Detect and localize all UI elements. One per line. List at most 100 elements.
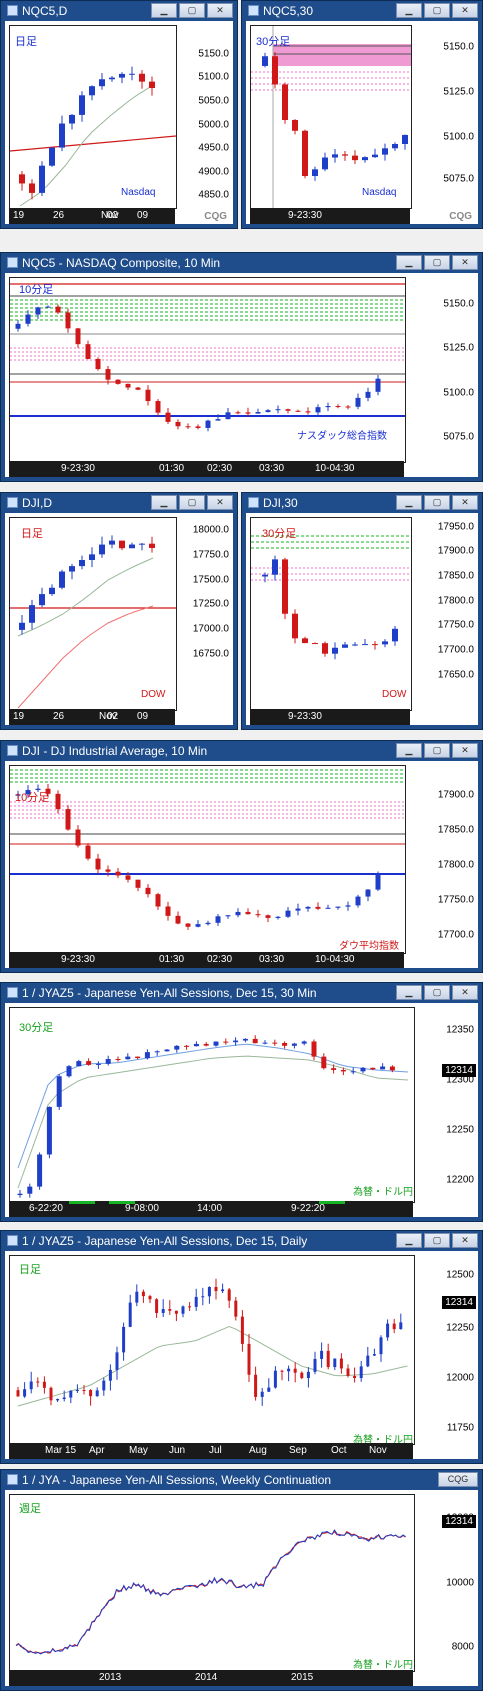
minimize-button[interactable]: ▁ [396,743,422,758]
minimize-button[interactable]: ▁ [151,495,177,510]
maximize-button[interactable]: ▢ [179,3,205,18]
candle [275,405,281,414]
maximize-button[interactable]: ▢ [424,3,450,18]
minimize-button[interactable]: ▁ [396,3,422,18]
minimize-button[interactable]: ▁ [151,3,177,18]
plot-area[interactable] [250,25,412,209]
titlebar[interactable]: 1 / JYAZ5 - Japanese Yen-All Sessions, D… [1,1231,482,1251]
window-dji-daily[interactable]: DJI,D ▁ ▢ ✕ 日足 DOW 18000.0 17750.0 17500.0… [0,492,238,730]
candle [321,1053,327,1070]
instrument-label: Nasdaq [362,187,397,198]
x-axis: 6-22:20 9-08:00 14:00 9-22:20 [9,1201,413,1217]
minimize-button[interactable]: ▁ [396,985,422,1000]
candle [292,609,298,644]
plot-area[interactable] [9,765,406,954]
maximize-button[interactable]: ▢ [424,1233,450,1248]
titlebar[interactable]: DJI,30 [242,493,482,513]
window-jyaz5-daily[interactable]: 1 / JYAZ5 - Japanese Yen-All Sessions, D… [0,1230,483,1464]
titlebar[interactable]: 1 / JYA - Japanese Yen-All Sessions, Wee… [1,1470,482,1490]
titlebar[interactable]: 1 / JYAZ5 - Japanese Yen-All Sessions, D… [1,983,482,1003]
candle [254,1366,258,1401]
y-tick-label: 10000 [446,1577,474,1589]
minimize-button[interactable]: ▁ [396,1233,422,1248]
maximize-button[interactable]: ▢ [424,743,450,758]
y-tick-label: 5150.0 [198,48,229,60]
candle [75,825,81,848]
plot-area[interactable] [9,1007,415,1203]
maximize-button[interactable]: ▢ [424,255,450,270]
last-price-badge: 12314 [442,1515,476,1528]
close-button[interactable]: ✕ [452,255,478,270]
minimize-button[interactable]: ▁ [396,255,422,270]
maximize-button[interactable]: ▢ [424,495,450,510]
cqg-logo: CQG [449,211,472,222]
candle [119,72,125,84]
candle [193,1041,199,1047]
candle [35,306,41,319]
candle [282,557,288,620]
y-tick-label: 5125.0 [443,86,474,98]
close-button[interactable]: ✕ [207,495,233,510]
titlebar[interactable]: NQC5 - NASDAQ Composite, 10 Min [1,253,482,273]
minimize-button[interactable]: ▁ [396,495,422,510]
candle [392,142,398,151]
plot-area[interactable] [9,277,406,463]
candle [225,407,231,420]
candle [66,1064,72,1078]
candle [245,407,251,417]
plot-area[interactable] [9,1255,415,1445]
candle [265,914,271,923]
window-jyaz5-30min[interactable]: 1 / JYAZ5 - Japanese Yen-All Sessions, D… [0,982,483,1222]
x-tick-label: Oct [331,1445,347,1456]
candle [188,1302,192,1312]
titlebar[interactable]: NQC5,30 [242,1,482,21]
close-button[interactable]: ✕ [452,3,478,18]
x-tick-label: Jun [169,1445,186,1456]
candle [352,642,358,647]
close-button[interactable]: ✕ [452,985,478,1000]
plot-area[interactable] [9,25,177,209]
plot-area[interactable] [250,517,412,711]
chart-body: 10分足 ナスダック総合指数 5150.0 5125.0 5100.0 5075.0 … [5,273,478,477]
window-dji-30[interactable]: DJI,30 ▁ ▢ ✕ 30分足 DOW 17950.0 17900.0 1785… [241,492,483,730]
timeframe-label: 30分足 [19,1022,54,1034]
window-nasdaq-10min[interactable]: NQC5 - NASDAQ Composite, 10 Min ▁ ▢ ✕ 10… [0,252,483,482]
close-button[interactable]: ✕ [452,743,478,758]
window-dji-10min[interactable]: DJI - DJ Industrial Average, 10 Min ▁ ▢ … [0,740,483,973]
titlebar[interactable]: DJI - DJ Industrial Average, 10 Min [1,741,482,761]
candle [65,805,71,831]
candle [145,884,151,898]
window-controls: CQG [438,1472,478,1487]
plot-area[interactable] [9,517,177,711]
candle [302,129,308,179]
instrument-label: 為替・ドル円 [353,1187,413,1198]
window-nqc5-30[interactable]: NQC5,30 ▁ ▢ ✕ 30分足 Nasdaq 5150.0 5125.0 51… [241,0,483,229]
window-nqc5-daily[interactable]: NQC5,D ▁ ▢ ✕ 日足 Nasdaq 5150.0 5100.0 5050.… [0,0,238,229]
close-button[interactable]: ✕ [207,3,233,18]
candle [362,638,368,646]
maximize-button[interactable]: ▢ [179,495,205,510]
y-tick-label: 17500.0 [192,574,229,586]
candle [89,1389,93,1406]
plot-area[interactable] [9,1494,415,1672]
candle [221,1283,225,1294]
candle [85,340,91,360]
candle [350,1067,356,1075]
titlebar[interactable]: DJI,D [1,493,237,513]
maximize-button[interactable]: ▢ [424,985,450,1000]
x-tick-label: 02:30 [207,954,233,965]
window-jya-weekly[interactable]: 1 / JYA - Japanese Yen-All Sessions, Wee… [0,1469,483,1691]
y-tick-label: 17000.0 [192,623,229,635]
y-tick-label: 5075.0 [443,173,474,185]
candle [105,865,111,877]
titlebar[interactable]: NQC5,D [1,1,237,21]
candle [325,402,331,412]
candle [372,1348,376,1357]
candle [335,404,341,409]
candle [36,1377,40,1388]
candle [242,1038,248,1043]
candle [203,1042,209,1047]
close-button[interactable]: ✕ [452,1233,478,1248]
candle [69,113,75,130]
close-button[interactable]: ✕ [452,495,478,510]
